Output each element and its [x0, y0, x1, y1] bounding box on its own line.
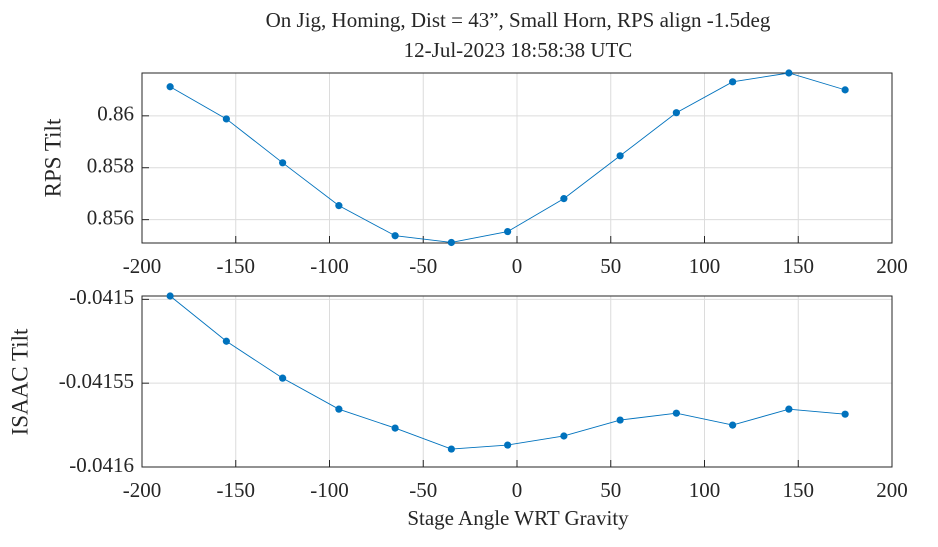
- x-tick-label: 0: [512, 478, 523, 502]
- x-tick-label: -50: [409, 254, 437, 278]
- data-point: [166, 292, 174, 300]
- data-line: [169, 72, 846, 243]
- x-tick-label: 200: [876, 254, 908, 278]
- data-point: [785, 69, 793, 77]
- x-axis-label: Stage Angle WRT Gravity: [407, 506, 629, 530]
- x-tick-label: -100: [310, 478, 349, 502]
- x-tick-label: 50: [600, 478, 621, 502]
- data-point: [616, 152, 624, 160]
- data-point: [504, 441, 512, 449]
- y-axis-label: ISAAC Tilt: [7, 328, 32, 435]
- data-point: [279, 374, 287, 382]
- x-tick-label: -200: [123, 478, 162, 502]
- y-tick-label: -0.0415: [69, 285, 134, 309]
- data-point: [447, 445, 455, 453]
- data-point: [222, 337, 230, 345]
- data-point: [729, 78, 737, 86]
- x-tick-label: 150: [783, 478, 815, 502]
- data-point: [841, 86, 849, 94]
- x-tick-label: 100: [689, 254, 721, 278]
- y-tick-label: -0.04155: [59, 369, 134, 393]
- data-point: [729, 421, 737, 429]
- x-tick-label: 50: [600, 254, 621, 278]
- data-point: [391, 232, 399, 240]
- data-point: [841, 410, 849, 418]
- y-tick-label: -0.0416: [69, 453, 134, 477]
- x-tick-label: -150: [217, 254, 256, 278]
- x-tick-label: 100: [689, 478, 721, 502]
- data-point: [504, 227, 512, 236]
- data-point: [560, 195, 568, 203]
- axes-box: [141, 295, 893, 468]
- data-point: [335, 202, 343, 210]
- data-point: [672, 409, 680, 417]
- x-tick-label: -50: [409, 478, 437, 502]
- y-tick-label: 0.86: [97, 102, 134, 126]
- data-point: [166, 83, 174, 91]
- y-tick-label: 0.858: [87, 154, 134, 178]
- data-line: [169, 295, 846, 450]
- x-tick-label: 200: [876, 478, 908, 502]
- x-tick-label: 150: [783, 254, 815, 278]
- data-point: [785, 405, 793, 413]
- data-point: [672, 109, 680, 117]
- x-tick-label: -150: [217, 478, 256, 502]
- data-point: [616, 416, 624, 424]
- data-point: [447, 238, 455, 247]
- chart-subtitle: 12-Jul-2023 18:58:38 UTC: [404, 38, 633, 62]
- x-tick-label: -100: [310, 254, 349, 278]
- y-tick-label: 0.856: [87, 205, 134, 229]
- data-point: [279, 159, 287, 167]
- y-axis-label: RPS Tilt: [40, 118, 65, 197]
- data-point: [335, 405, 343, 413]
- chart-title: On Jig, Homing, Dist = 43”, Small Horn, …: [266, 8, 771, 32]
- x-tick-label: 0: [512, 254, 523, 278]
- data-point: [560, 432, 568, 440]
- x-tick-label: -200: [123, 254, 162, 278]
- data-point: [222, 115, 230, 123]
- axes-box: [141, 72, 893, 244]
- data-point: [391, 424, 399, 432]
